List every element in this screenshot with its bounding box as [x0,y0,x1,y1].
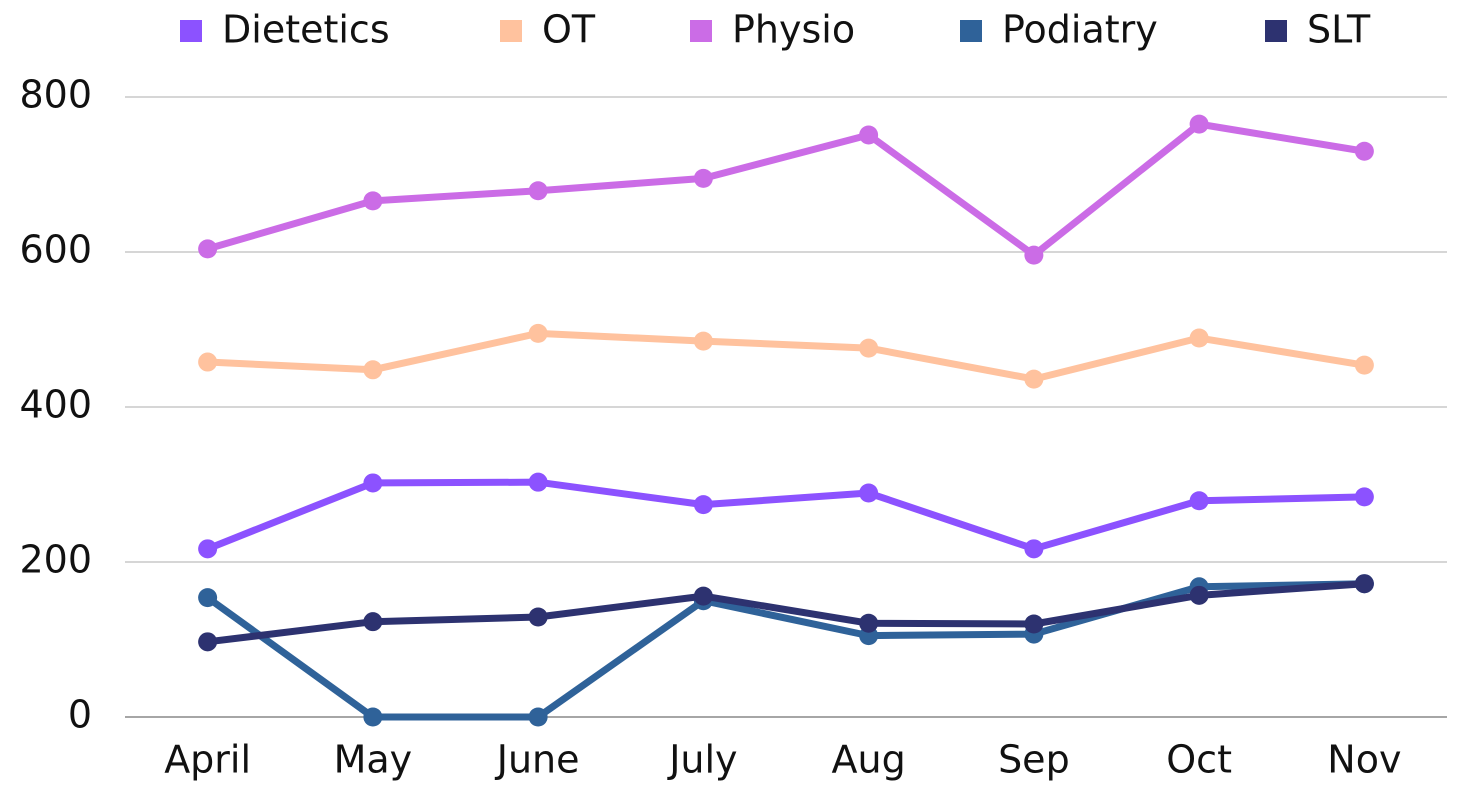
x-tick-label: Sep [998,738,1070,782]
legend-swatch [1265,20,1287,42]
series-line [207,329,1365,383]
series-line [205,580,1365,721]
data-point [1024,539,1044,559]
data-point [859,613,879,633]
data-point [1024,369,1044,389]
data-point [1189,328,1209,348]
data-point [693,168,713,188]
data-point [528,181,548,201]
data-point [693,495,713,515]
series-line [207,580,1365,646]
x-tick-label: Oct [1166,738,1232,782]
y-tick-label: 200 [19,538,92,582]
data-point [198,632,218,652]
legend-swatch [180,20,202,42]
data-point [1024,245,1044,265]
data-point [528,607,548,627]
data-point [1354,355,1374,375]
x-tick-label: May [334,738,413,782]
data-point [1024,614,1044,634]
legend-label: SLT [1307,8,1371,52]
y-tick-label: 800 [19,73,92,117]
data-point [198,539,218,559]
data-point [1189,114,1209,134]
data-point [693,331,713,351]
legend-label: Dietetics [222,8,390,52]
x-tick-label: Aug [832,738,906,782]
data-point [859,483,879,503]
data-point [859,125,879,145]
legend-label: OT [542,8,596,52]
y-tick-label: 0 [68,693,92,737]
x-tick-label: April [164,738,251,782]
data-point [1354,574,1374,594]
legend-swatch [960,20,982,42]
series-line [206,120,1365,259]
data-point [363,473,383,493]
legend-swatch [690,20,712,42]
data-point [528,323,548,343]
x-tick-label: Nov [1327,738,1401,782]
data-point [1189,491,1209,511]
data-point [363,707,383,727]
data-point [1189,585,1209,605]
data-point [693,586,713,606]
data-point [528,707,548,727]
data-point [528,472,548,492]
legend-label: Podiatry [1002,8,1158,52]
legend-label: Physio [732,8,855,52]
data-point [198,588,218,608]
legend-swatch [500,20,522,42]
y-tick-label: 600 [19,228,92,272]
data-point [859,338,879,358]
x-tick-label: July [667,738,737,782]
data-point [198,239,218,259]
data-point [363,612,383,632]
data-point [1354,487,1374,507]
data-point [363,360,383,380]
y-tick-label: 400 [19,383,92,427]
x-tick-label: June [495,738,580,782]
data-point [198,352,218,372]
series-line [206,478,1365,553]
data-point [1354,141,1374,161]
data-point [363,191,383,211]
